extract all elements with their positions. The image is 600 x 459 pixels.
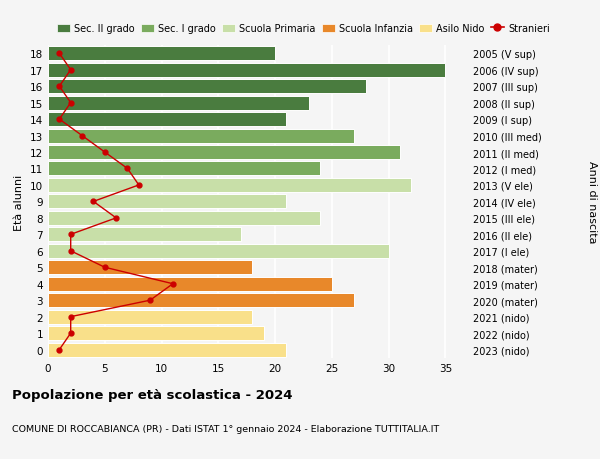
Bar [48, 129, 355, 143]
Bar [48, 113, 286, 127]
Bar [48, 261, 253, 274]
Bar [48, 277, 332, 291]
Bar [48, 96, 309, 110]
Bar [48, 244, 389, 258]
Bar [48, 47, 275, 61]
Bar [48, 310, 253, 324]
Text: Anni di nascita: Anni di nascita [587, 161, 597, 243]
Bar [48, 179, 411, 192]
Bar [48, 212, 320, 225]
Bar [48, 195, 286, 209]
Bar [48, 80, 366, 94]
Bar [48, 162, 320, 176]
Bar [48, 326, 263, 341]
Bar [48, 63, 445, 78]
Bar [48, 343, 286, 357]
Bar [48, 228, 241, 242]
Bar [48, 294, 355, 308]
Legend: Sec. II grado, Sec. I grado, Scuola Primaria, Scuola Infanzia, Asilo Nido, Stran: Sec. II grado, Sec. I grado, Scuola Prim… [53, 20, 554, 38]
Bar [48, 146, 400, 160]
Y-axis label: Età alunni: Età alunni [14, 174, 25, 230]
Text: COMUNE DI ROCCABIANCA (PR) - Dati ISTAT 1° gennaio 2024 - Elaborazione TUTTITALI: COMUNE DI ROCCABIANCA (PR) - Dati ISTAT … [12, 425, 439, 434]
Text: Popolazione per età scolastica - 2024: Popolazione per età scolastica - 2024 [12, 388, 293, 401]
